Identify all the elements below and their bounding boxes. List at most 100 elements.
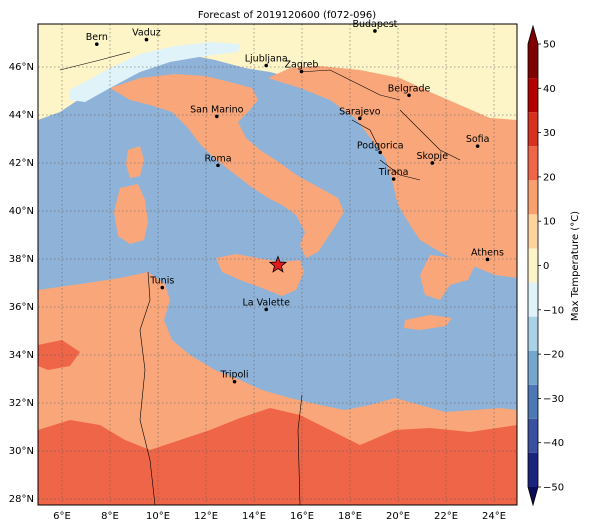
land-crete xyxy=(404,315,452,330)
colorbar-tick-label: −20 xyxy=(543,350,564,361)
city-dot xyxy=(299,69,304,74)
colorbar-tick-label: 10 xyxy=(543,217,556,228)
lon-axis: 6°E 8°E 10°E 12°E 14°E 16°E 18°E 20°E 22… xyxy=(53,511,506,522)
lat-tick-label: 32°N xyxy=(9,398,34,409)
land-greece-south xyxy=(420,255,475,300)
colorbar-band xyxy=(528,316,538,351)
city-dot xyxy=(214,114,219,119)
city-label: Sofia xyxy=(466,134,490,145)
city-dot xyxy=(358,116,362,121)
colorbar-tick-label: 20 xyxy=(543,172,556,183)
map-frame xyxy=(37,23,518,506)
lon-tick-label: 14°E xyxy=(242,511,266,522)
city-dot xyxy=(430,161,435,165)
colorbar-tick-label: 50 xyxy=(543,40,556,51)
city-label: Belgrade xyxy=(388,83,431,94)
lat-tick-label: 42°N xyxy=(9,158,34,169)
lat-tick-label: 44°N xyxy=(9,110,34,121)
city-label: Vaduz xyxy=(132,28,161,39)
city-label: Roma xyxy=(204,153,231,164)
city-dot xyxy=(391,177,396,181)
lon-tick-label: 12°E xyxy=(194,511,218,522)
colorbar-tick-label: 40 xyxy=(543,84,556,95)
land-balkans xyxy=(268,66,517,278)
event-marker xyxy=(268,255,288,273)
city-dot xyxy=(94,42,99,46)
land-italy xyxy=(110,74,344,258)
colorbar-band xyxy=(528,350,538,385)
city-dot xyxy=(264,63,269,68)
city-label: San Marino xyxy=(190,104,243,115)
lon-tick-label: 24°E xyxy=(482,511,506,522)
lat-tick-label: 46°N xyxy=(9,62,34,73)
map-title: Forecast of 2019120600 (f072-096) xyxy=(198,10,376,21)
lat-tick-label: 40°N xyxy=(9,206,34,217)
lat-axis: 28°N 30°N 32°N 34°N 36°N 38°N 40°N 42°N … xyxy=(9,62,34,505)
lat-tick-label: 38°N xyxy=(9,254,34,265)
colorbar-band xyxy=(528,44,538,79)
lon-tick-label: 18°E xyxy=(338,511,362,522)
colorbar-band xyxy=(528,112,538,147)
city-label: La Valette xyxy=(242,297,290,308)
colorbar-tick-label: −50 xyxy=(543,483,564,494)
city-label: Tirana xyxy=(378,167,409,178)
city-dot xyxy=(475,144,480,148)
colorbar-band xyxy=(528,214,538,249)
city-dot xyxy=(160,285,165,290)
city-label: Athens xyxy=(471,247,504,258)
colorbar-band xyxy=(528,282,538,317)
colorbar-label: Max Temperature (°C) xyxy=(570,211,581,321)
colorbar-band xyxy=(528,248,538,283)
city-label: Tripoli xyxy=(220,370,249,381)
land-sardinia xyxy=(114,184,148,244)
city-dot xyxy=(373,29,377,33)
colorbar-band xyxy=(528,78,538,113)
lat-tick-label: 28°N xyxy=(9,494,34,505)
city-label: Bern xyxy=(86,32,108,43)
city-dot xyxy=(378,150,383,155)
colorbar-tick-label: −10 xyxy=(543,305,564,316)
lon-tick-label: 16°E xyxy=(290,511,314,522)
lon-tick-label: 6°E xyxy=(53,511,71,522)
colorbar-band xyxy=(528,384,538,419)
colorbar-band xyxy=(528,180,538,215)
graticule xyxy=(38,24,517,505)
colorbar-tick-label: −30 xyxy=(543,394,564,405)
colorbar-band xyxy=(528,146,538,181)
city-dot xyxy=(216,163,220,168)
lon-tick-label: 8°E xyxy=(101,511,119,522)
country-borders xyxy=(59,51,461,505)
city-dot xyxy=(144,37,149,42)
city-dot xyxy=(264,307,269,312)
city-label: Podgorica xyxy=(357,140,404,151)
city-dot xyxy=(232,379,237,384)
lat-tick-label: 34°N xyxy=(9,350,34,361)
city-dot xyxy=(407,93,411,98)
lat-tick-label: 36°N xyxy=(9,302,34,313)
city-label: Budapest xyxy=(352,19,397,30)
map-area xyxy=(38,24,517,505)
lon-tick-label: 22°E xyxy=(434,511,458,522)
lon-tick-label: 20°E xyxy=(386,511,410,522)
colorbar-tick-label: 30 xyxy=(543,128,556,139)
lat-tick-label: 30°N xyxy=(9,446,34,457)
colorbar-extend-max xyxy=(528,26,538,44)
colorbar: −50 −40 −30 −20 −10 0 10 20 30 40 50 xyxy=(527,24,564,507)
colorbar-band xyxy=(528,418,538,453)
land-corsica xyxy=(126,146,144,178)
city-dot xyxy=(485,257,490,262)
city-label: Tunis xyxy=(149,276,174,287)
colorbar-tick-label: 0 xyxy=(543,261,549,272)
city-label: Zagreb xyxy=(285,60,319,71)
city-label: Sarajevo xyxy=(339,106,381,117)
star-marker xyxy=(268,255,288,273)
colorbar-tick-label: −40 xyxy=(543,438,564,449)
colorbar-extend-min xyxy=(528,487,538,505)
city-label: Skopje xyxy=(417,151,449,162)
lon-tick-label: 10°E xyxy=(146,511,170,522)
colorbar-band xyxy=(528,452,538,487)
city-label: Ljubljana xyxy=(245,54,288,65)
alpine-cold-streak xyxy=(70,42,240,102)
